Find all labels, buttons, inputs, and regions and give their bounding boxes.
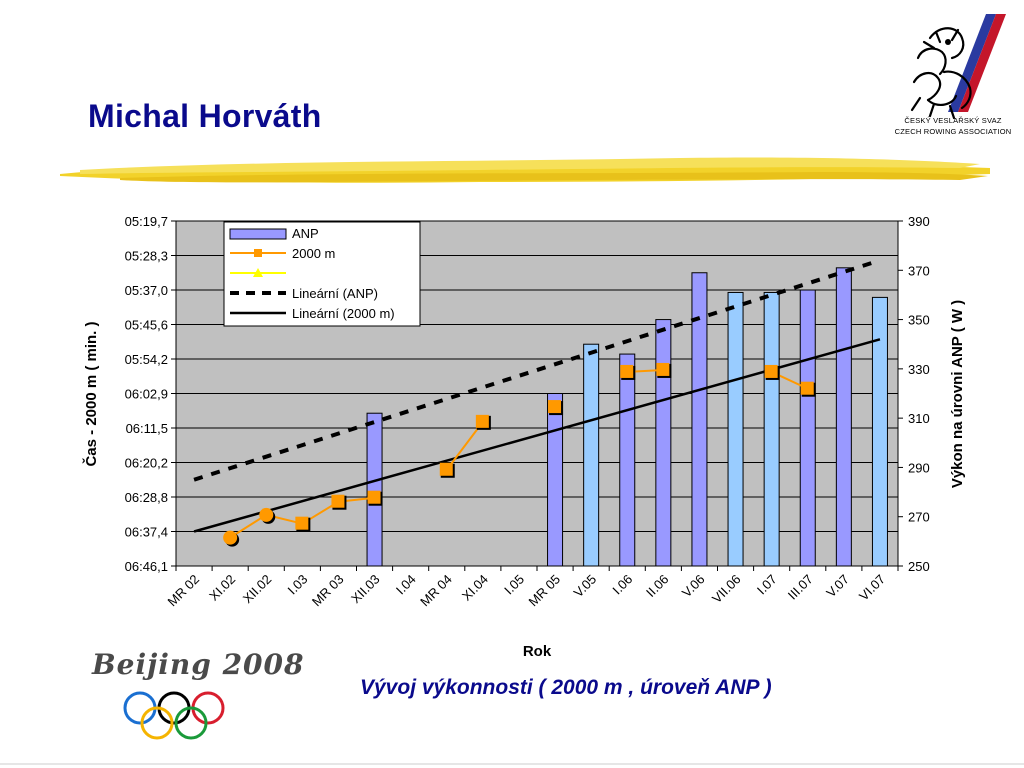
anp-bar: [619, 353, 636, 567]
series-2000m-marker: [620, 364, 634, 378]
anp-bar: [366, 412, 383, 567]
left-axis-ticks: 05:19,7 05:28,3 05:37,0 05:45,6 05:54,2 06:02…: [125, 214, 176, 574]
x-tick-label: VII.06: [709, 572, 744, 607]
right-axis-ticks: 390 370 350 330 310 290 270 250: [898, 214, 930, 574]
bottom-divider: [0, 763, 1024, 765]
x-tick-label: I.07: [754, 572, 780, 598]
anp-bar: [655, 319, 672, 567]
right-tick-label: 370: [908, 263, 930, 278]
czech-rowing-logo: [910, 14, 1006, 120]
x-tick-label: I.04: [393, 572, 419, 598]
series-2000m-marker: [764, 364, 778, 378]
left-tick-label: 05:45,6: [125, 318, 168, 333]
legend-anp-label: ANP: [292, 226, 319, 241]
series-2000m-marker: [439, 462, 453, 476]
right-tick-label: 290: [908, 460, 930, 475]
slide-title: Michal Horváth: [88, 98, 322, 134]
legend: ANP 2000 m Lineární (ANP) Lineární (2000…: [223, 221, 421, 327]
x-tick-label: III.07: [785, 572, 816, 603]
x-tick-label: I.06: [609, 572, 635, 598]
x-tick-label: XII.03: [348, 572, 383, 607]
x-tick-label: II.06: [643, 572, 671, 600]
anp-bar: [727, 291, 744, 567]
left-tick-label: 06:11,5: [126, 421, 168, 436]
series-2000m: [223, 362, 816, 547]
anp-bar: [799, 289, 816, 567]
x-tick-label: V.06: [679, 572, 708, 601]
x-tick-label: VI.07: [856, 572, 888, 604]
legend-2000m-label: 2000 m: [292, 246, 335, 261]
legend-yellow-marker: [253, 268, 263, 277]
right-axis-label: Výkon na úrovni ANP ( W ): [949, 300, 966, 488]
right-tick-label: 250: [908, 559, 930, 574]
right-tick-label: 330: [908, 362, 930, 377]
performance-chart: 05:19,7 05:28,3 05:37,0 05:45,6 05:54,2 06:02…: [82, 214, 966, 660]
series-2000m-segment: [445, 421, 484, 471]
left-tick-label: 05:54,2: [125, 352, 168, 367]
x-tick-label: MR 04: [417, 572, 455, 610]
left-axis-label: Čas - 2000 m ( min. ): [82, 321, 100, 466]
series-2000m-marker: [223, 530, 238, 545]
x-tick-label: V.07: [823, 572, 852, 601]
x-tick-label: I.05: [501, 572, 527, 598]
x-tick-label: V.05: [571, 572, 600, 601]
chart-caption: Vývoj výkonnosti ( 2000 m , úroveň ANP ): [360, 676, 772, 699]
anp-bar: [547, 393, 564, 567]
x-tick-label: MR 05: [525, 572, 563, 610]
anp-bar: [691, 272, 708, 567]
bars: [366, 267, 888, 567]
anp-bar: [763, 291, 780, 567]
x-tick-label: I.03: [285, 572, 311, 598]
left-tick-label: 06:28,8: [125, 490, 168, 505]
series-2000m-marker: [475, 414, 489, 428]
left-tick-label: 05:19,7: [125, 214, 168, 229]
left-tick-label: 05:28,3: [125, 249, 168, 264]
anp-bar: [583, 343, 600, 567]
right-tick-label: 310: [908, 411, 930, 426]
series-2000m-marker: [331, 494, 345, 508]
logo-text-en: CZECH ROWING ASSOCIATION: [894, 127, 1012, 136]
logo-text-cz: ČESKÝ VESLAŘSKÝ SVAZ: [904, 116, 1002, 125]
legend-trend-anp-label: Lineární (ANP): [292, 286, 378, 301]
anp-bar: [835, 267, 852, 567]
series-2000m-marker: [800, 381, 814, 395]
series-2000m-marker: [367, 490, 381, 504]
legend-anp-swatch: [229, 228, 287, 240]
left-tick-label: 06:20,2: [125, 456, 168, 471]
series-2000m-marker: [656, 362, 670, 376]
x-tick-label: MR 02: [164, 572, 202, 610]
left-tick-label: 06:37,4: [125, 525, 168, 540]
legend-trend-2000m-label: Lineární (2000 m): [292, 306, 395, 321]
x-tick-label: MR 03: [309, 572, 347, 610]
x-tick-label: XII.02: [240, 572, 275, 607]
left-tick-label: 06:46,1: [125, 559, 168, 574]
olympic-rings-icon: [123, 691, 225, 740]
anp-bar: [871, 296, 888, 567]
left-tick-label: 06:02,9: [125, 387, 168, 402]
left-tick-label: 05:37,0: [125, 283, 168, 298]
beijing-2008-logo-text: Beijing 2008: [92, 648, 305, 681]
series-2000m-marker: [295, 516, 309, 530]
right-tick-label: 390: [908, 214, 930, 229]
yellow-brush-divider: [60, 157, 990, 183]
x-tick-label: XI.04: [459, 572, 491, 604]
x-tick-label: XI.02: [206, 572, 238, 604]
legend-2000m-marker: [254, 249, 262, 257]
x-axis-label: Rok: [523, 643, 552, 660]
right-tick-label: 270: [908, 510, 930, 525]
series-2000m-marker: [259, 507, 274, 522]
series-2000m-marker: [548, 400, 562, 414]
series-2000m-segment: [229, 514, 267, 539]
right-tick-label: 350: [908, 313, 930, 328]
